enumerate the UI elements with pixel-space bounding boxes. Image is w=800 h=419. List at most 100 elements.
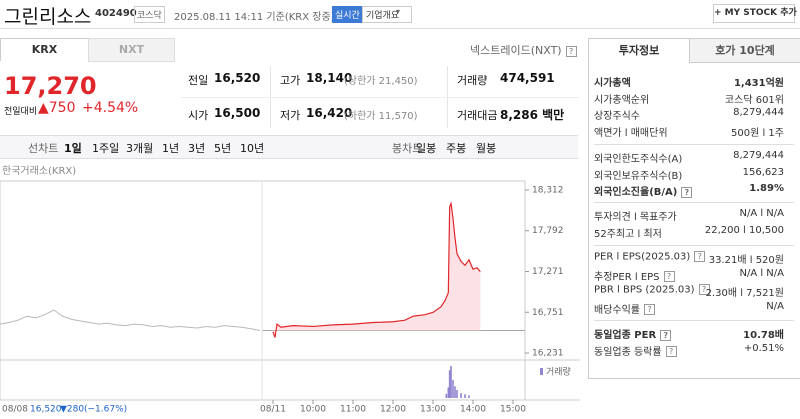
volume-bar (454, 386, 456, 398)
help-icon: ? (698, 284, 710, 295)
invest-value: 8,279,444 (733, 107, 784, 118)
summary-label: 시가 (188, 109, 209, 122)
stock-name: 그린리소스 (4, 6, 92, 28)
period-button[interactable]: 1년 (162, 142, 180, 155)
prev-day-line (0, 309, 261, 331)
invest-label: 시가총액 (594, 74, 631, 89)
realtime-badge: 실시간 (332, 6, 363, 23)
invest-value: 2.30배 l 7,521원 (705, 288, 784, 299)
volume-bar (460, 393, 462, 398)
summary-label: 저가 (280, 109, 301, 122)
invest-label-text: 투자의견 l 목표주가 (594, 212, 677, 223)
price-line (272, 201, 481, 338)
volume-bar (464, 394, 466, 398)
period-button[interactable]: 3년 (188, 142, 206, 155)
volume-bar (450, 366, 452, 398)
invest-value: +0.51% (743, 342, 784, 354)
invest-label: PBR l BPS (2025.03)? (594, 284, 710, 296)
y-tick-label: 16,231 (532, 349, 564, 359)
volume-legend-swatch (540, 368, 543, 375)
invest-label-text: 외국인한도주식수(A) (594, 154, 683, 165)
change-label: 전일대비 (4, 107, 38, 117)
invest-label: 배당수익률? (594, 301, 655, 316)
nxt-link[interactable]: 넥스트레이드(NXT)? (470, 42, 577, 58)
invest-value: 1.89% (749, 183, 784, 194)
summary-value: 16,500 (214, 106, 261, 120)
volume-bar (448, 370, 451, 398)
period-button[interactable]: 3개월 (126, 142, 154, 155)
summary-note: (하한가 11,570) (344, 111, 418, 122)
tab-krx[interactable]: KRX (0, 38, 89, 61)
invest-tab[interactable]: 투자정보 (588, 38, 690, 62)
summary-label: 거래대금 (457, 109, 498, 122)
prev-date: 08/08 (2, 405, 28, 415)
mystock-button[interactable]: + MY STOCK 추가 (713, 4, 797, 23)
invest-label-text: 시가총액순위 (594, 94, 650, 106)
invest-label: 외국인보유주식수(B) (594, 167, 682, 182)
rate: +4.54% (82, 100, 139, 116)
period-bar (0, 135, 578, 159)
x-tick-label: 10:00 (300, 405, 326, 415)
invest-label: 52주최고 l 최저 (594, 225, 662, 240)
area (273, 203, 481, 338)
invest-value: 1,431억원 (733, 78, 784, 89)
invest-value: N/A l N/A (739, 267, 784, 279)
help-icon: ? (694, 251, 706, 262)
invest-value: N/A (766, 300, 784, 312)
period-button[interactable]: 10년 (240, 142, 265, 155)
summary-value: 18,140 (306, 71, 353, 85)
group-divider (594, 320, 794, 321)
time: 2025.08.11 14:11 기준(KRX 장중) (174, 12, 335, 23)
candle-button: 봉차트 (392, 142, 423, 155)
chart-source: 한국거래소(KRX) (2, 165, 76, 177)
change: ▲750 (38, 100, 76, 116)
overview-button[interactable]: 기업개요 (362, 6, 413, 23)
volume-bar (468, 395, 470, 398)
y-tick-label: 17,792 (532, 226, 564, 236)
invest-label: 동일업종 등락률? (594, 343, 677, 358)
period-button[interactable]: 5년 (214, 142, 232, 155)
invest-label-text: PBR l BPS (2025.03) (594, 284, 695, 296)
summary-value: 8,286 백만 (500, 108, 565, 122)
help-icon: ? (665, 346, 677, 357)
invest-label: 추정PER l EPS? (594, 268, 675, 283)
help-icon: ? (660, 329, 672, 341)
invest-label: 액면가 l 매매단위 (594, 124, 668, 139)
period-button[interactable]: 1일 (64, 142, 82, 155)
help-icon: ? (663, 271, 675, 282)
invest-label: 시가총액순위 (594, 91, 649, 106)
invest-value: 33.21배 l 520원 (708, 255, 784, 266)
invest-label: 외국인한도주식수(A) (594, 150, 682, 165)
candle-button[interactable]: 월봉 (476, 142, 497, 155)
period-button[interactable]: 1주일 (92, 142, 120, 155)
invest-label-text: 상장주식수 (594, 111, 640, 122)
orderbook-tab[interactable]: 호가 10단계 (689, 38, 800, 63)
tab-nxt[interactable]: NXT (88, 38, 175, 62)
help-icon: ? (565, 45, 577, 57)
group-divider (594, 144, 794, 145)
price-chart: 한국거래소(KRX) 18,312 17,792 17,271 16,751 16,231… (0, 165, 580, 415)
summary-value: 474,591 (500, 71, 555, 85)
stock-code: 402490 (95, 8, 137, 19)
candle-button[interactable]: 주봉 (446, 142, 467, 155)
x-tick-label: 08/11 (260, 405, 286, 415)
invest-label-text: 외국인보유주식수(B) (594, 170, 683, 182)
prev-rate: (−1.67%) (84, 405, 127, 415)
invest-label-text: 동일업종 PER (594, 330, 657, 341)
dropdown-arrow: ▾ (396, 7, 401, 16)
x-tick-label: 15:00 (500, 405, 526, 415)
x-tick-label: 14:00 (460, 405, 486, 415)
market-badge: 코스닥 (134, 6, 165, 23)
volume-bar (452, 379, 454, 398)
prev-price: 16,520 (30, 405, 62, 415)
candle-button[interactable]: 일봉 (416, 142, 437, 155)
invest-label-text: 추정PER l EPS (594, 271, 660, 283)
row-divider (180, 97, 580, 98)
y-tick-label: 18,312 (532, 186, 564, 196)
summary-label: 전일 (188, 74, 209, 87)
group-divider (594, 245, 794, 246)
invest-label: 상장주식수 (594, 107, 640, 122)
volume-bar (445, 393, 448, 398)
invest-label: 외국인소진율(B/A)? (594, 183, 693, 198)
